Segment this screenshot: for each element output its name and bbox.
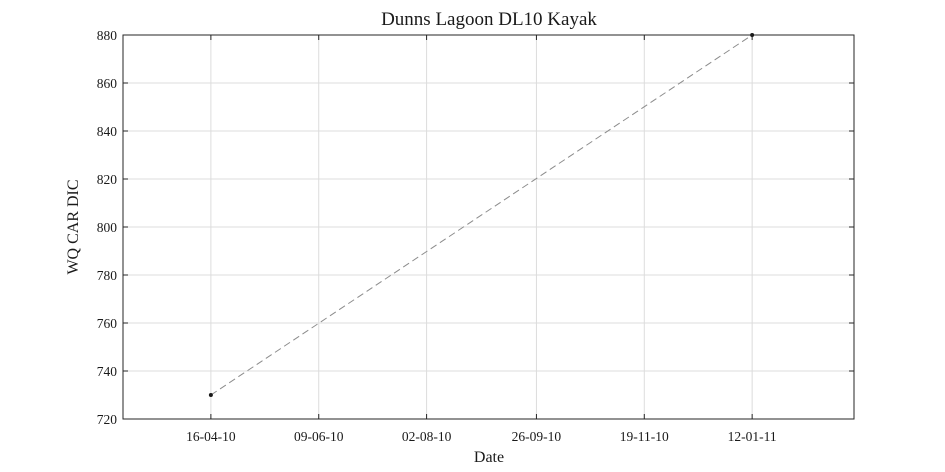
chart-title: Dunns Lagoon DL10 Kayak	[381, 9, 597, 30]
y-tick-label: 840	[97, 124, 118, 139]
y-tick-label: 740	[97, 364, 118, 379]
y-tick-labels: 720 740 760 780 800 820 840 860 880	[97, 28, 118, 427]
x-tick-label: 12-01-11	[728, 429, 777, 444]
data-point	[750, 33, 755, 37]
grid	[123, 34, 854, 420]
y-tick-label: 860	[97, 76, 118, 91]
x-axis-label: Date	[474, 449, 504, 466]
series-line	[210, 34, 753, 396]
data-point	[208, 393, 213, 397]
y-tick-label: 820	[97, 172, 118, 187]
y-tick-label: 760	[97, 316, 118, 331]
series-group	[208, 33, 755, 397]
ticks	[123, 34, 854, 420]
x-tick-label: 09-06-10	[294, 429, 344, 444]
y-tick-label: 780	[97, 268, 118, 283]
x-tick-label: 26-09-10	[512, 429, 562, 444]
y-tick-label: 800	[97, 220, 118, 235]
x-tick-label: 16-04-10	[186, 429, 236, 444]
y-tick-label: 880	[97, 28, 118, 43]
x-tick-label: 19-11-10	[620, 429, 669, 444]
y-tick-label: 720	[97, 412, 118, 427]
x-tick-label: 02-08-10	[402, 429, 452, 444]
x-tick-labels: 16-04-10 09-06-10 02-08-10 26-09-10 19-11-10…	[186, 429, 777, 444]
y-axis-label: WQ CAR DIC	[65, 179, 82, 274]
